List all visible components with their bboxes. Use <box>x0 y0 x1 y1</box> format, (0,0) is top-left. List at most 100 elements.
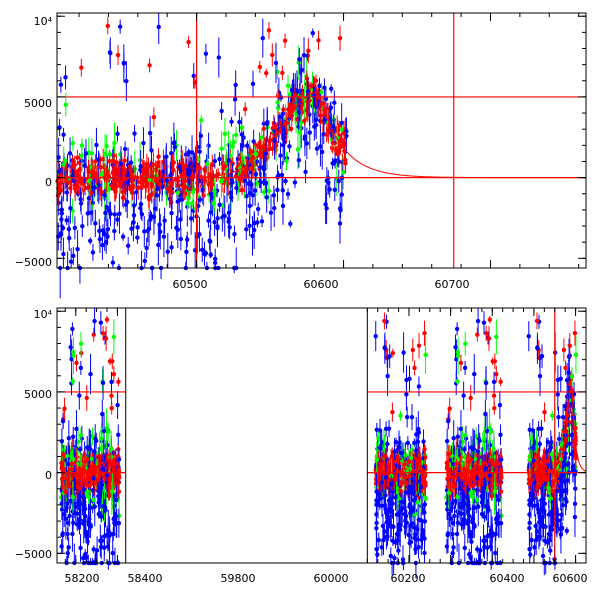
data-point <box>106 458 112 463</box>
data-point <box>187 168 193 174</box>
data-point <box>84 482 89 487</box>
data-point <box>130 190 135 195</box>
data-point <box>96 182 102 188</box>
data-point <box>275 100 280 105</box>
data-point <box>67 513 72 519</box>
data-point <box>175 178 181 183</box>
data-point <box>114 160 119 165</box>
top-axis-ticks <box>57 13 586 268</box>
data-point <box>79 481 84 486</box>
data-point <box>88 177 93 183</box>
data-point <box>407 466 413 471</box>
data-point <box>215 225 220 231</box>
data-point <box>142 258 148 264</box>
data-point <box>116 432 121 437</box>
data-point <box>63 75 68 80</box>
data-point <box>386 462 391 467</box>
data-point <box>382 529 387 534</box>
data-point <box>112 212 117 217</box>
data-point <box>390 409 395 415</box>
data-point <box>62 406 67 411</box>
data-point <box>120 234 126 239</box>
data-point <box>383 455 389 460</box>
data-point <box>71 353 76 359</box>
data-point <box>91 475 96 481</box>
data-point <box>230 143 236 149</box>
data-point <box>219 146 224 151</box>
data-point <box>242 106 248 112</box>
data-point <box>247 203 252 209</box>
data-point <box>122 146 128 152</box>
data-point <box>100 411 105 417</box>
data-point <box>272 138 277 143</box>
data-point <box>273 60 279 66</box>
data-point <box>108 461 114 467</box>
data-point <box>304 141 310 146</box>
data-point <box>114 521 119 526</box>
data-point <box>78 365 84 371</box>
data-point <box>206 218 211 223</box>
data-point <box>178 236 184 242</box>
data-point <box>189 201 195 206</box>
data-point <box>400 557 406 562</box>
data-point <box>107 208 112 213</box>
data-point <box>281 107 286 112</box>
data-point <box>322 85 327 91</box>
data-point <box>111 334 117 340</box>
data-point <box>99 544 104 550</box>
data-point <box>310 30 315 36</box>
data-point <box>250 154 256 160</box>
data-point <box>78 197 83 202</box>
data-point <box>412 532 418 537</box>
data-point <box>266 188 272 193</box>
data-point <box>149 192 154 198</box>
data-point <box>304 76 310 81</box>
data-point <box>139 212 145 217</box>
data-point <box>200 187 205 192</box>
data-point <box>86 195 92 201</box>
data-point <box>374 526 379 531</box>
data-point <box>259 135 264 140</box>
data-point <box>107 158 112 164</box>
data-point <box>412 440 417 445</box>
top-x-tick-label: 60600 <box>304 278 339 291</box>
data-point <box>282 38 288 43</box>
data-point <box>339 192 345 197</box>
data-point <box>112 228 117 234</box>
data-point <box>393 476 398 482</box>
data-point <box>323 202 328 207</box>
data-point <box>169 210 174 216</box>
data-point <box>211 201 216 206</box>
data-point <box>404 414 410 420</box>
data-point <box>212 188 217 194</box>
data-point <box>59 460 64 466</box>
data-point <box>300 91 305 97</box>
data-point <box>397 509 402 515</box>
data-point <box>222 164 227 169</box>
data-point <box>284 120 289 126</box>
data-point <box>283 178 288 184</box>
data-point <box>264 195 269 200</box>
data-point <box>75 155 80 160</box>
data-point <box>416 343 422 348</box>
data-point <box>209 182 214 187</box>
data-point <box>117 24 123 29</box>
data-point <box>422 502 428 507</box>
data-point <box>302 118 307 124</box>
data-point <box>398 413 403 418</box>
data-point <box>58 82 64 87</box>
data-point <box>225 176 230 181</box>
data-point <box>299 67 304 73</box>
data-point <box>280 124 285 130</box>
data-point <box>70 173 75 178</box>
data-point <box>422 510 427 515</box>
data-point <box>401 350 406 355</box>
data-point <box>497 402 503 408</box>
data-point <box>248 149 253 154</box>
data-point <box>339 120 344 126</box>
data-point <box>80 223 85 229</box>
data-point <box>185 201 190 206</box>
data-point <box>75 484 81 490</box>
data-point <box>101 428 107 434</box>
